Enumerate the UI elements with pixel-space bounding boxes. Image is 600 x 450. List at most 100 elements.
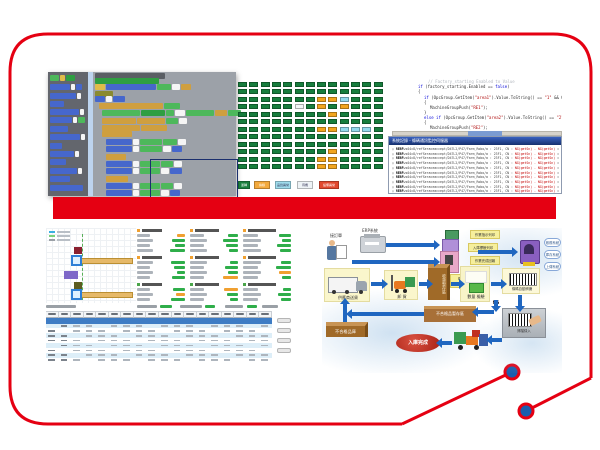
block-row bbox=[50, 75, 76, 94]
status-cell bbox=[238, 163, 247, 169]
table-cell-smudge bbox=[211, 344, 218, 347]
block-row bbox=[50, 93, 82, 112]
block-segment bbox=[140, 146, 162, 152]
fk2-red bbox=[472, 330, 480, 337]
table-cell-smudge bbox=[211, 334, 218, 337]
block-row bbox=[50, 185, 84, 204]
table-cell-smudge bbox=[135, 329, 143, 332]
status-cell bbox=[339, 104, 349, 110]
scan-label: 掃描錄入 bbox=[517, 329, 531, 333]
status-cell bbox=[249, 96, 259, 102]
sticky-label-3: 作業完成回報 bbox=[470, 256, 500, 265]
log-token: NG(getSn) - NG(getSn) bbox=[514, 151, 556, 156]
status-cell bbox=[351, 111, 360, 117]
log-token: ws04c8/refSeraceaccept/D47L2/P47/Farm_Ro… bbox=[403, 184, 515, 189]
table-cell-smudge bbox=[248, 359, 256, 362]
table-cell-smudge bbox=[98, 354, 105, 357]
block-segment bbox=[166, 118, 178, 124]
code-token: (factory_starting.Enabled == bbox=[422, 84, 496, 89]
table-cell-smudge bbox=[223, 325, 231, 327]
code-token: } bbox=[424, 110, 427, 115]
scada-legend-swatch bbox=[49, 235, 55, 237]
table-cell-smudge bbox=[173, 349, 181, 352]
block-row bbox=[102, 125, 168, 144]
conveyor-dotted-line bbox=[82, 234, 84, 300]
panel-label-smudge bbox=[243, 271, 261, 274]
panel-value-smudge bbox=[230, 298, 238, 301]
panel-label-smudge bbox=[190, 244, 204, 247]
reject-temp-box: 不合格品暫存區 bbox=[424, 306, 476, 322]
table-row bbox=[46, 338, 272, 344]
status-cell bbox=[328, 134, 338, 140]
table-cell-smudge bbox=[198, 359, 206, 362]
flow-arrow-r bbox=[371, 279, 388, 289]
status-cell bbox=[328, 163, 338, 169]
table-cell-smudge bbox=[148, 354, 155, 357]
toolbar-smudge bbox=[225, 305, 243, 308]
log-token: ○ bbox=[392, 156, 396, 161]
status-cell bbox=[283, 82, 293, 87]
panel-value-smudge bbox=[225, 266, 238, 269]
fk2-green bbox=[454, 332, 466, 344]
block-segment bbox=[161, 183, 173, 189]
status-cell bbox=[305, 111, 315, 117]
table-header-smudge bbox=[148, 313, 156, 315]
block-segment bbox=[102, 125, 140, 131]
table-cell-smudge bbox=[161, 344, 168, 347]
log-token: = bbox=[555, 161, 561, 166]
status-cell bbox=[373, 119, 383, 125]
status-cell bbox=[305, 96, 315, 102]
log-row: ○ REBFws04c8/refSeraceaccept/D47L2/P47/F… bbox=[392, 180, 561, 184]
block-row bbox=[106, 176, 129, 195]
status-cell bbox=[238, 134, 247, 140]
block-row bbox=[50, 84, 83, 103]
status-cell bbox=[362, 119, 372, 125]
log-token: = bbox=[555, 156, 561, 161]
table-cell-smudge bbox=[85, 354, 93, 357]
fk2-orange bbox=[466, 336, 478, 345]
log-token: ws04c8/refSeraceaccept/D47L2/P47/Farm_Ro… bbox=[403, 175, 515, 180]
sensor-icon bbox=[74, 282, 82, 289]
block-segment bbox=[50, 159, 66, 165]
flow-arrow-d bbox=[491, 300, 501, 312]
table-header-smudge bbox=[173, 313, 182, 315]
panel-value-smudge bbox=[282, 276, 291, 279]
forklift-label: 卸 貨 bbox=[397, 294, 407, 299]
panel-title-smudge bbox=[142, 283, 162, 286]
block-segment bbox=[163, 139, 177, 145]
code-token: ).Value.ToString() == bbox=[491, 95, 545, 100]
panel-label-smudge bbox=[137, 239, 153, 242]
flow-arrow-r bbox=[419, 279, 433, 289]
table-cell-smudge bbox=[186, 334, 193, 337]
block-row bbox=[95, 73, 166, 92]
barcode-label: 條碼自動辨識 bbox=[511, 287, 533, 291]
table-cell-smudge bbox=[198, 349, 206, 352]
code-token: ).Value.ToString() == bbox=[503, 115, 557, 120]
status-cell bbox=[328, 82, 338, 87]
status-cell bbox=[317, 156, 327, 162]
code-token: ); bbox=[483, 105, 488, 110]
table-cell-smudge bbox=[48, 329, 55, 332]
panel-label-smudge bbox=[243, 298, 258, 301]
erp-printer-clipart bbox=[360, 234, 386, 253]
panel-label-smudge bbox=[190, 239, 207, 242]
block-segment bbox=[106, 176, 128, 182]
panel-value-smudge bbox=[174, 266, 185, 269]
status-cell bbox=[351, 156, 360, 162]
truck-wheel-1 bbox=[332, 290, 336, 294]
table-cell-smudge bbox=[48, 349, 55, 352]
block-segment bbox=[133, 161, 139, 167]
cluster-dark bbox=[445, 255, 453, 265]
block-segment bbox=[73, 117, 77, 123]
status-cell bbox=[373, 89, 383, 95]
table-cell-smudge bbox=[110, 325, 118, 327]
table-cell-smudge bbox=[211, 339, 218, 342]
done-ellipse: 入庫完成 bbox=[396, 334, 440, 352]
table-cell-smudge bbox=[248, 334, 256, 337]
log-token: NG(getSn) - NG(getSn) bbox=[514, 147, 556, 151]
truck-cab bbox=[356, 281, 367, 291]
table-cell-smudge bbox=[135, 349, 143, 352]
table-cell-smudge bbox=[60, 339, 68, 342]
log-row: ○ REBFws04c8/refSeraceaccept/D47L2/P47/F… bbox=[392, 156, 561, 161]
status-cell bbox=[339, 126, 349, 132]
